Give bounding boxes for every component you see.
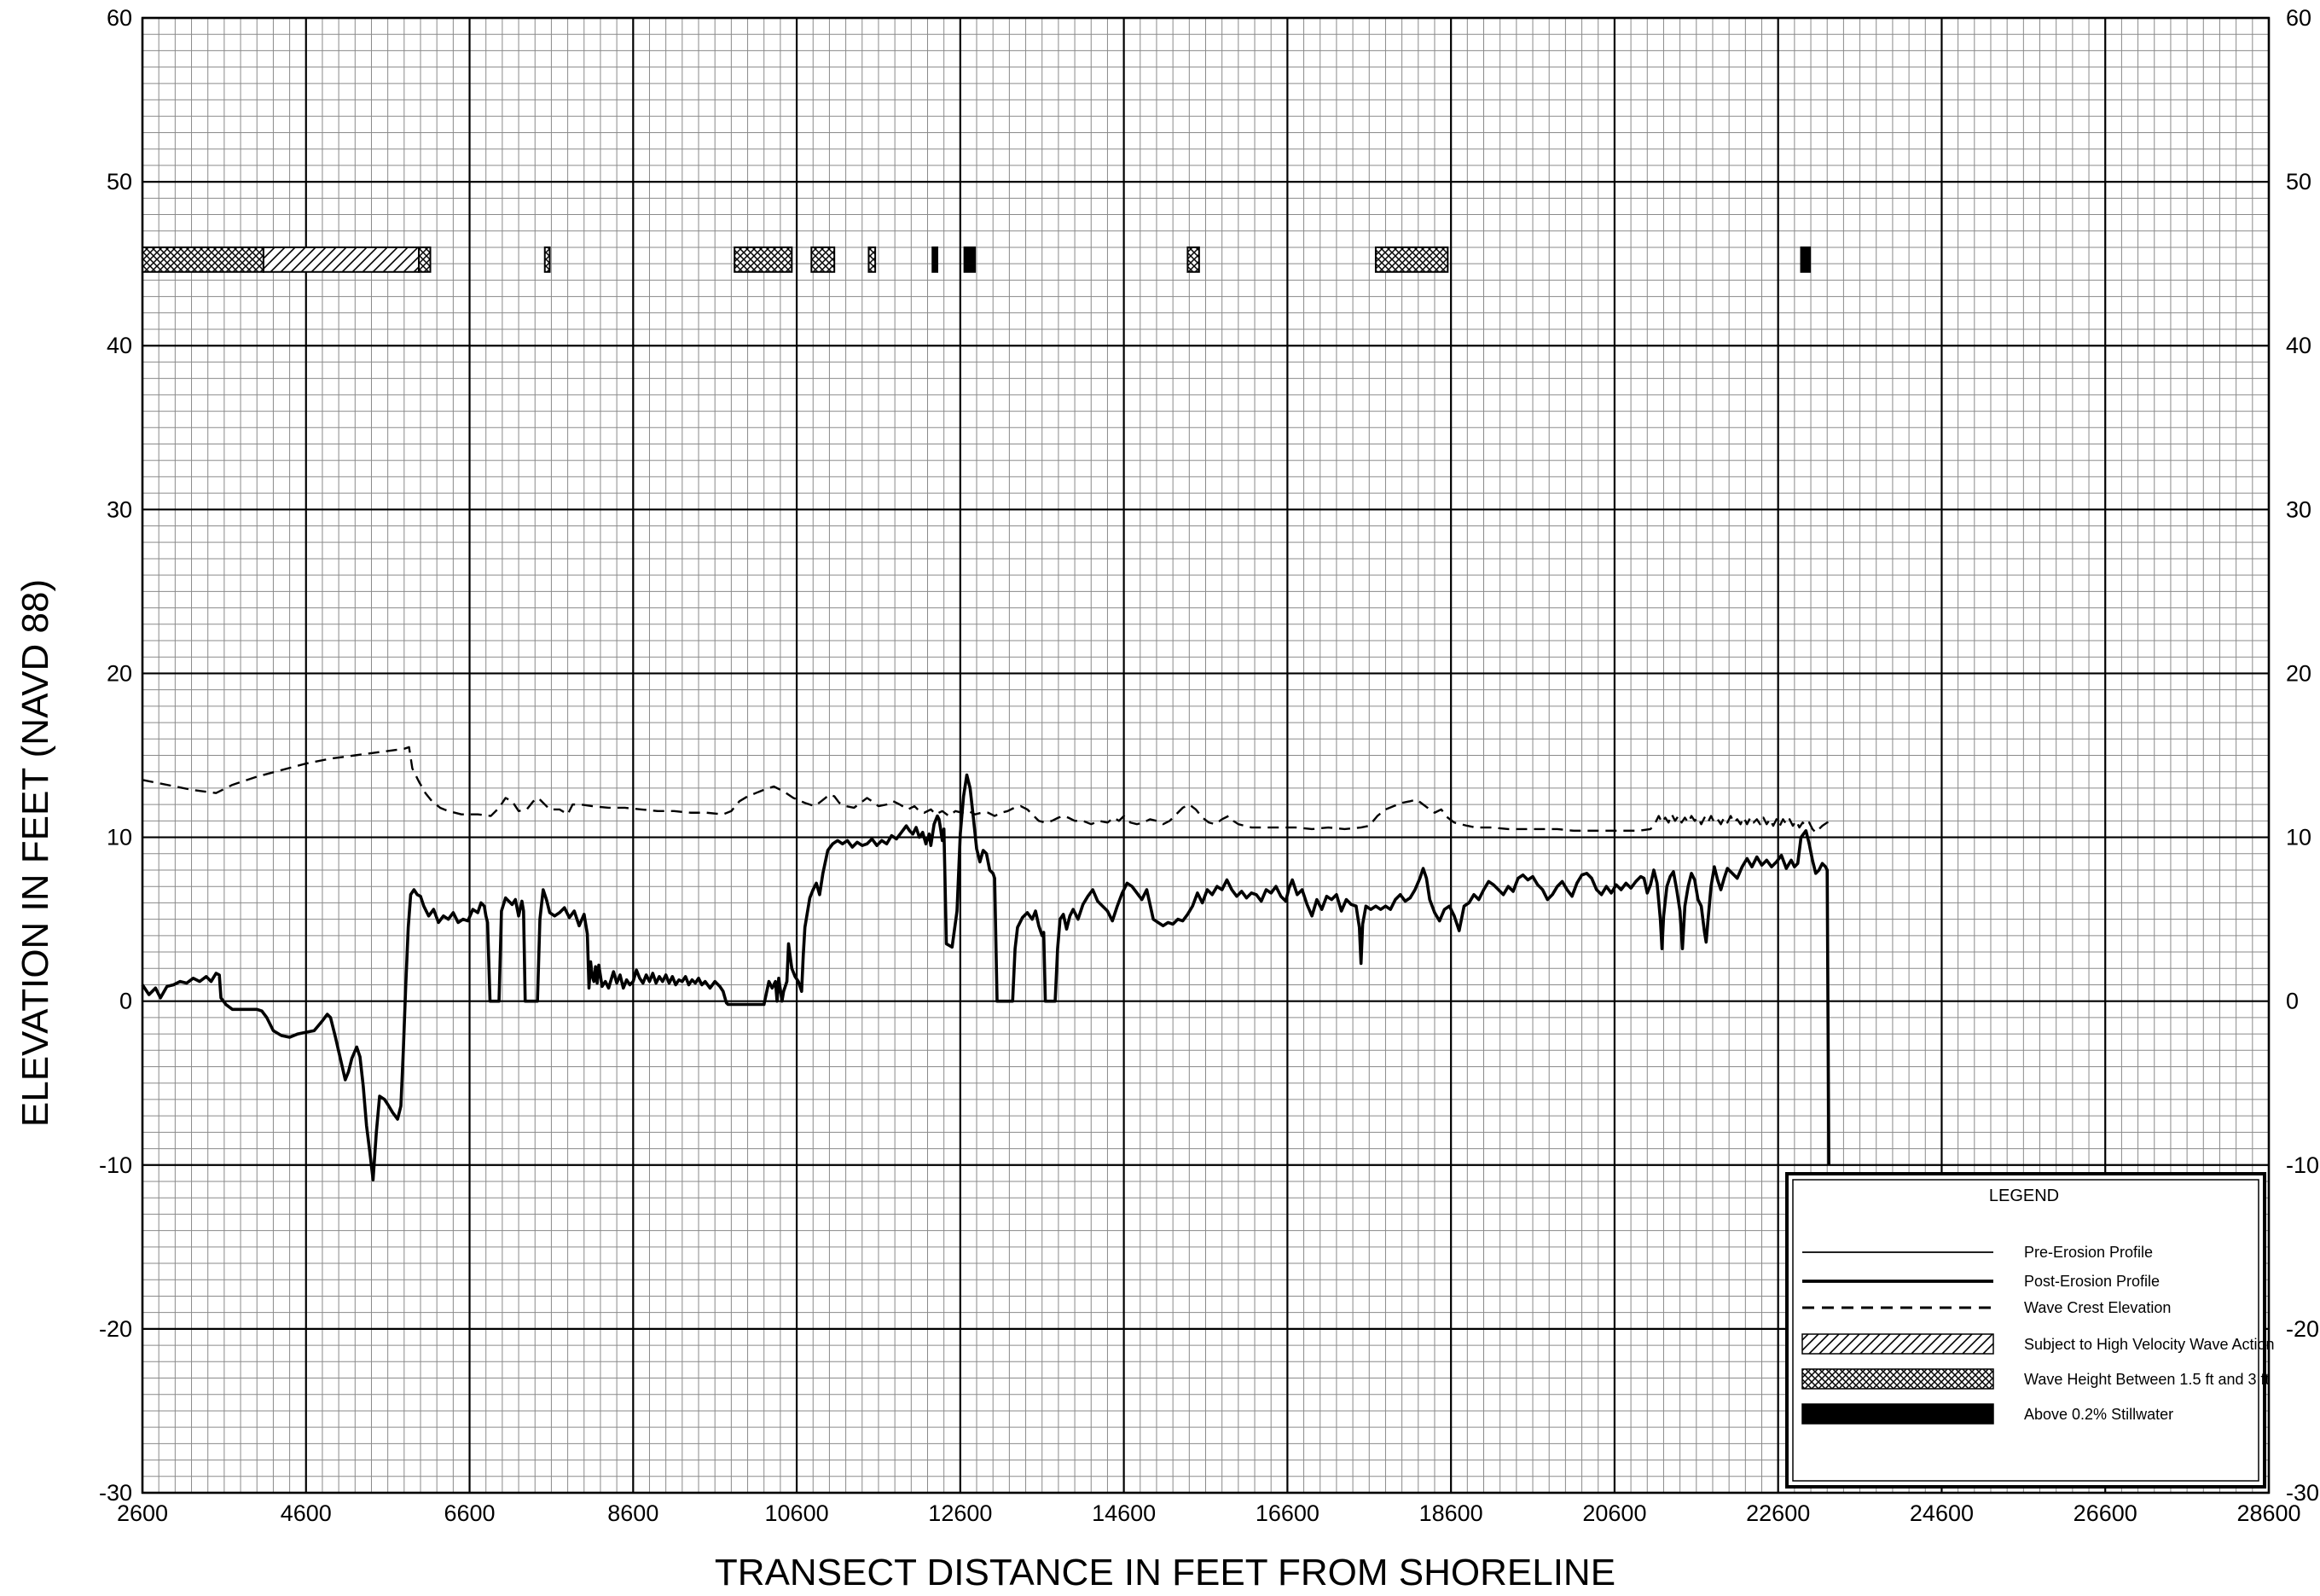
x-tick-label-1: 4600 <box>281 1500 332 1526</box>
legend-inner-frame <box>1792 1179 2259 1482</box>
zone-bar-solid-11 <box>1800 246 1812 273</box>
x-tick-label-7: 16600 <box>1256 1500 1320 1526</box>
x-tick-label-2: 6600 <box>444 1500 495 1526</box>
x-tick-label-8: 18600 <box>1419 1500 1483 1526</box>
zone-bars <box>142 246 1812 273</box>
y-axis-title: ELEVATION IN FEET (NAVD 88) <box>14 579 56 1127</box>
x-axis-title: TRANSECT DISTANCE IN FEET FROM SHORELINE <box>715 1552 1615 1593</box>
zone-bar-crosshatch-6 <box>867 246 877 273</box>
legend-title: LEGEND <box>1989 1187 2059 1205</box>
y-tick-label-left-8: 50 <box>107 169 132 194</box>
y-tick-label-right-6: 30 <box>2286 496 2311 522</box>
x-tick-label-4: 10600 <box>765 1500 829 1526</box>
legend-outer-frame <box>1785 1172 2266 1489</box>
y-tick-label-right-9: 60 <box>2286 5 2311 31</box>
zone-bar-crosshatch-2 <box>418 246 432 273</box>
y-tick-label-left-3: 0 <box>119 989 132 1014</box>
series-line-post-erosion-profile <box>141 773 1830 1181</box>
y-tick-label-left-7: 40 <box>107 333 132 358</box>
legend-label-post-erosion: Post-Erosion Profile <box>2024 1273 2160 1290</box>
y-tick-label-left-2: -10 <box>99 1152 132 1178</box>
legend-label-stillwater: Above 0.2% Stillwater <box>2024 1406 2173 1423</box>
legend-swatch-high-velocity <box>1801 1333 1994 1355</box>
y-tick-labels-right: -30 -20 -10 0 10 20 30 40 50 60 <box>2286 5 2319 1506</box>
y-tick-label-right-4: 10 <box>2286 825 2311 850</box>
legend-swatch-wave-height <box>1801 1368 1994 1390</box>
legend-label-high-velocity: Subject to High Velocity Wave Action <box>2024 1336 2274 1353</box>
zone-bar-solid-8 <box>963 246 977 273</box>
y-tick-label-right-7: 40 <box>2286 333 2311 358</box>
y-tick-label-left-6: 30 <box>107 496 132 522</box>
x-tick-label-12: 26600 <box>2074 1500 2137 1526</box>
y-tick-label-left-0: -30 <box>99 1480 132 1506</box>
legend-label-wave-crest: Wave Crest Elevation <box>2024 1299 2171 1316</box>
zone-bar-crosshatch-5 <box>810 246 836 273</box>
zone-bar-crosshatch-9 <box>1186 246 1200 273</box>
x-tick-label-3: 8600 <box>607 1500 658 1526</box>
y-tick-label-right-0: -30 <box>2286 1480 2319 1506</box>
y-tick-label-left-4: 10 <box>107 825 132 850</box>
zone-bar-crosshatch-4 <box>734 246 793 273</box>
y-tick-label-right-3: 0 <box>2286 989 2299 1014</box>
x-tick-label-11: 24600 <box>1910 1500 1974 1526</box>
y-tick-label-right-5: 20 <box>2286 660 2311 686</box>
x-tick-labels: 2600 4600 6600 8600 10600 12600 14600 16600 1860… <box>117 1500 2301 1526</box>
legend-swatch-stillwater <box>1801 1403 1994 1425</box>
x-tick-label-10: 22600 <box>1746 1500 1810 1526</box>
zone-bar-crosshatch-10 <box>1374 246 1449 273</box>
x-tick-label-9: 20600 <box>1582 1500 1646 1526</box>
y-tick-label-left-9: 60 <box>107 5 132 31</box>
y-tick-label-right-8: 50 <box>2286 169 2311 194</box>
series-lines <box>141 746 1833 1181</box>
x-tick-label-0: 2600 <box>117 1500 168 1526</box>
y-tick-label-right-2: -10 <box>2286 1152 2319 1178</box>
zone-bar-hatch-1 <box>262 246 420 273</box>
y-tick-label-left-1: -20 <box>99 1316 132 1342</box>
zone-bar-crosshatch-0 <box>142 246 264 273</box>
x-tick-label-5: 12600 <box>928 1500 992 1526</box>
y-tick-label-right-1: -20 <box>2286 1316 2319 1342</box>
zone-bar-crosshatch-3 <box>543 246 551 273</box>
y-tick-label-left-5: 20 <box>107 660 132 686</box>
y-tick-labels-left: -30 -20 -10 0 10 20 30 40 50 60 <box>99 5 132 1506</box>
plot-frame <box>141 16 2271 1494</box>
x-tick-label-13: 28600 <box>2236 1500 2300 1526</box>
legend-label-wave-height: Wave Height Between 1.5 ft and 3 ft <box>2024 1371 2270 1388</box>
legend: LEGEND Pre-Erosion Profile Post-Erosion … <box>1785 1172 2274 1489</box>
x-tick-label-6: 14600 <box>1092 1500 1156 1526</box>
legend-label-pre-erosion: Pre-Erosion Profile <box>2024 1244 2153 1261</box>
zone-bar-solid-7 <box>931 246 938 273</box>
